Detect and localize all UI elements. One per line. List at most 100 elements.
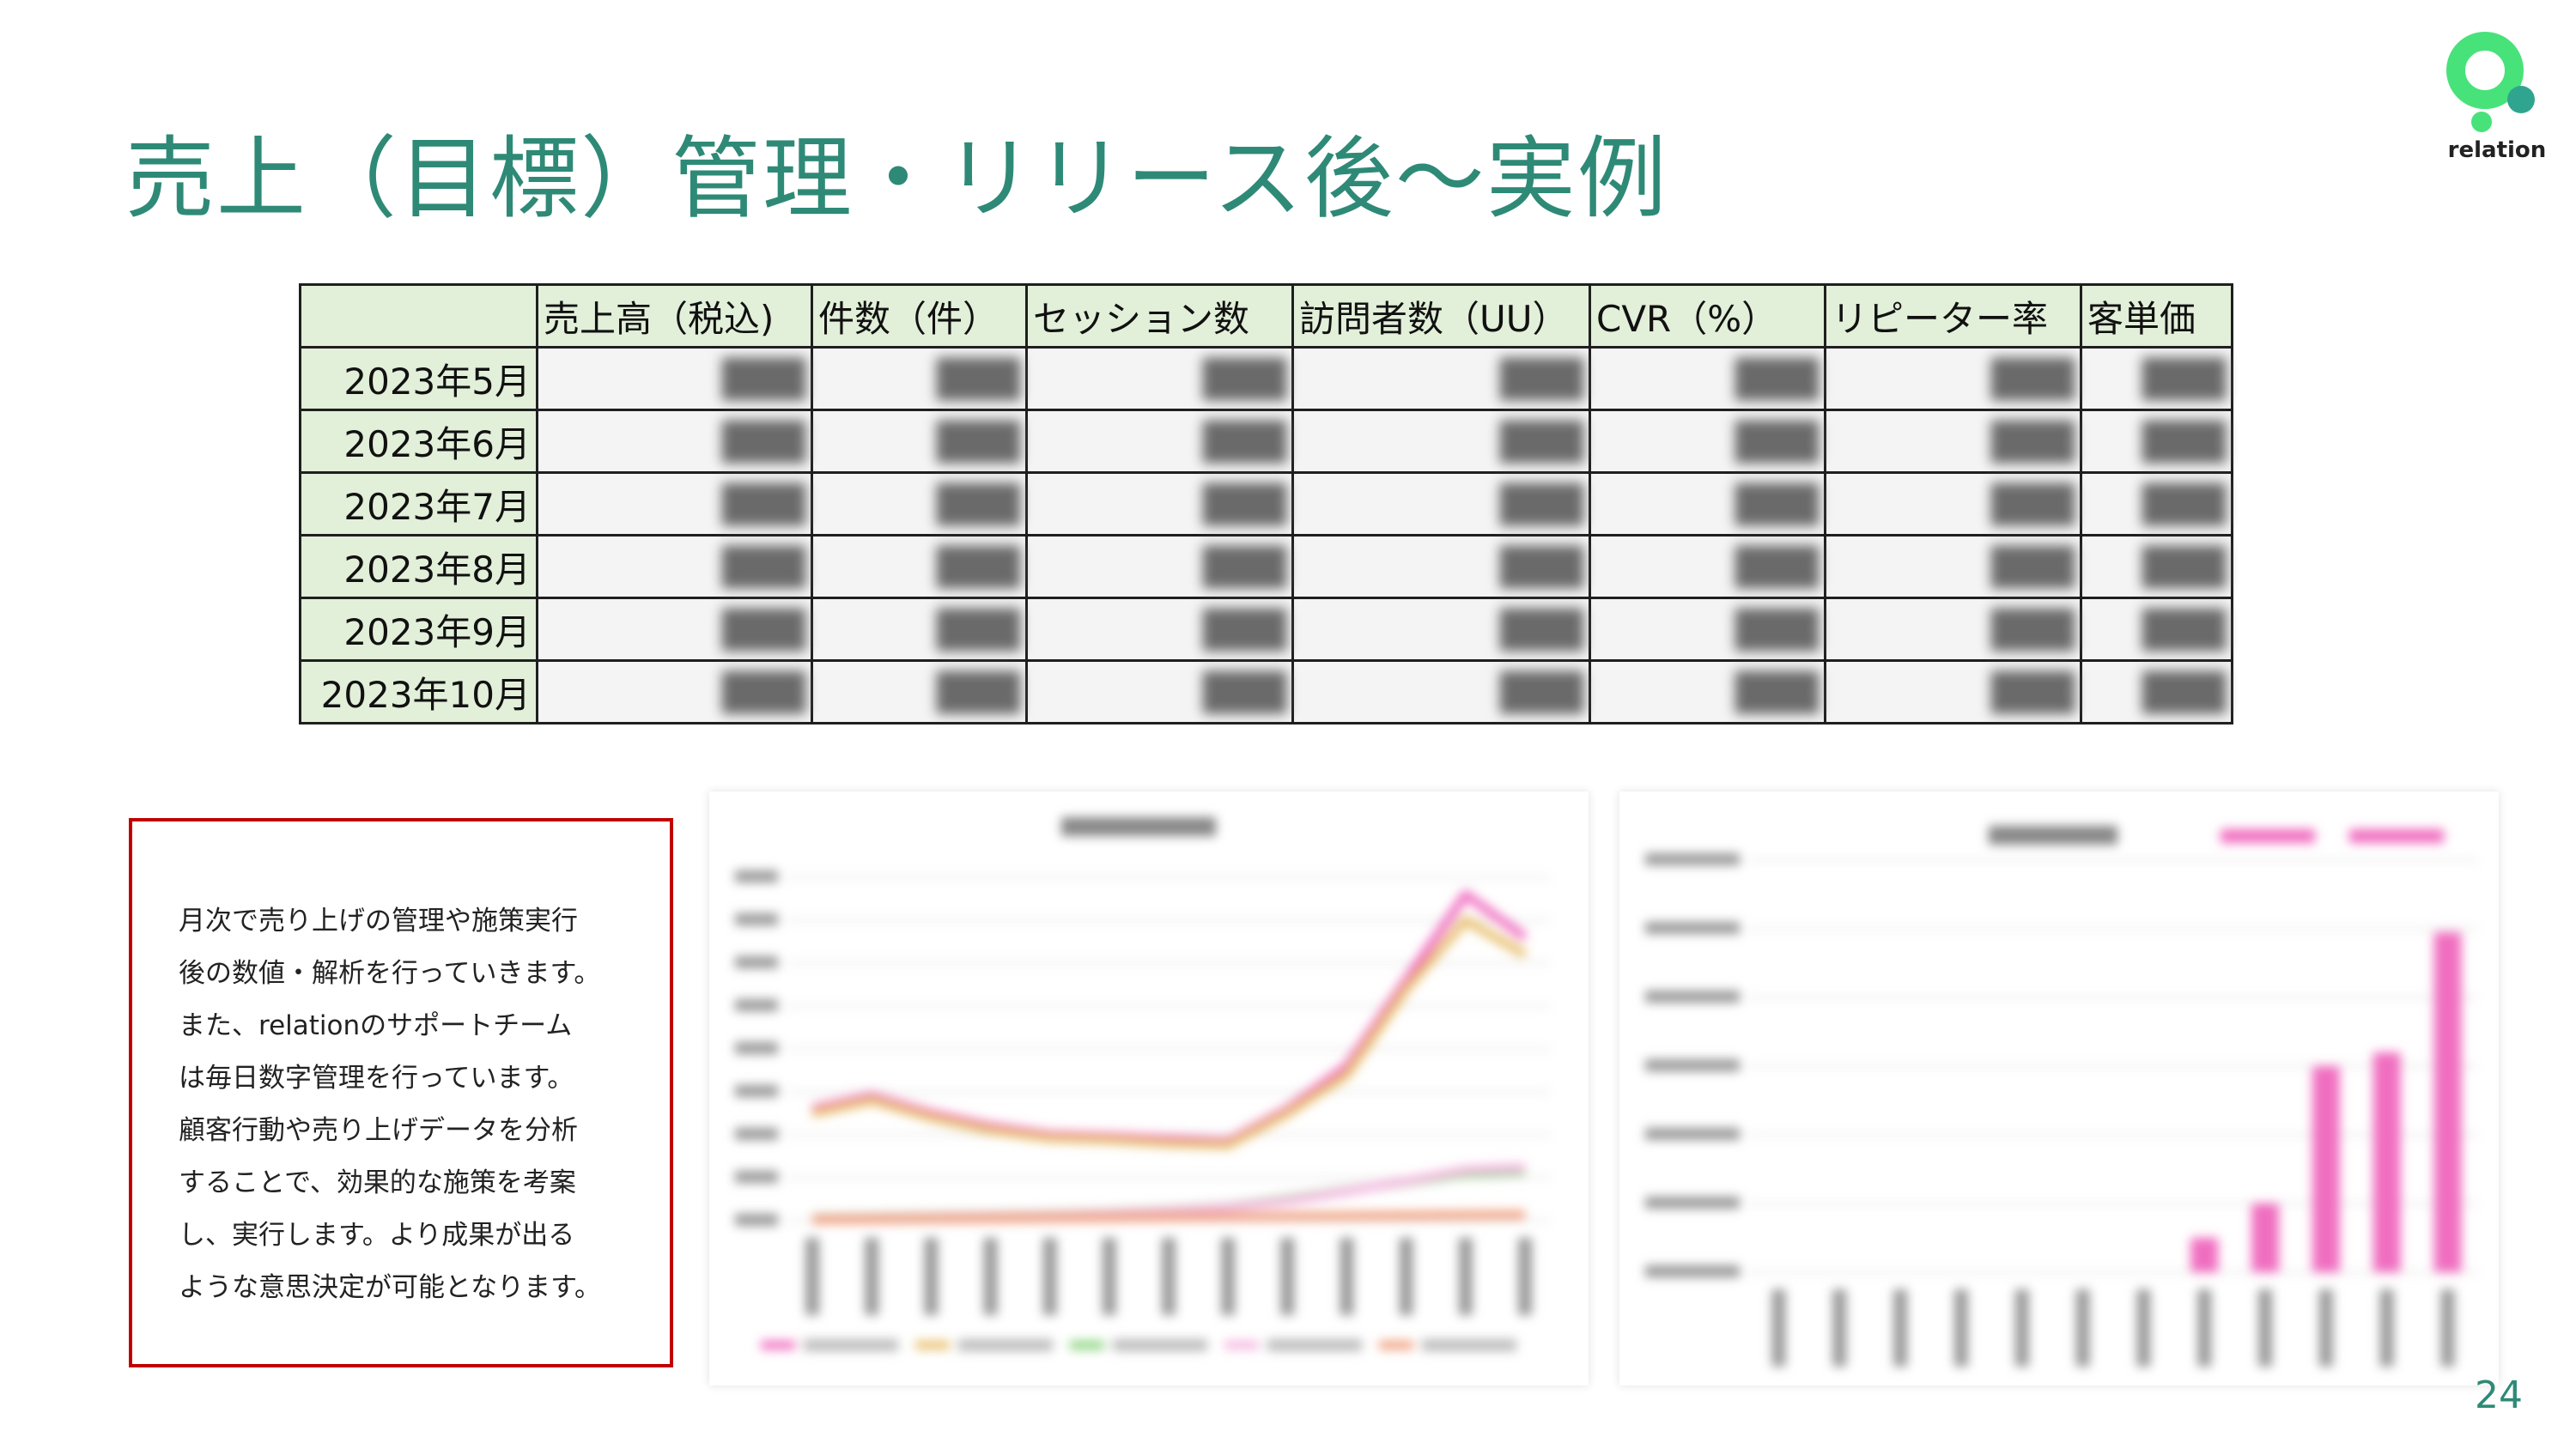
table-header-sales: 売上高（税込): [536, 283, 813, 349]
x-tick-label: [2075, 1289, 2090, 1367]
legend-label: [804, 1339, 898, 1351]
sales-bar-chart: [1619, 791, 2499, 1385]
bar: [2312, 1066, 2340, 1272]
x-tick-label: [2440, 1289, 2455, 1367]
blurred-value-cell: ███: [1824, 346, 2082, 411]
blurred-value-cell: ███: [811, 346, 1028, 411]
y-tick-label: [735, 1085, 778, 1097]
blurred-value-cell: ███: [811, 471, 1028, 537]
blurred-value-cell: ███: [1025, 346, 1294, 411]
series-line: [811, 916, 1528, 1149]
x-tick-label: [865, 1238, 879, 1315]
x-tick-label: [1458, 1238, 1473, 1315]
description-box: 月次で売り上げの管理や施策実行 後の数値・解析を行っていきます。 また、rela…: [129, 818, 673, 1367]
table-row: 2023年7月 ███ ███ ███ ███ ███ ███ ███: [299, 471, 2233, 537]
y-tick-label: [1645, 1128, 1740, 1140]
blurred-value-cell: ███: [1589, 597, 1826, 662]
visitors-line-chart: [709, 791, 1589, 1385]
series-line: [811, 890, 1528, 1146]
blurred-value-cell: ███: [536, 471, 813, 537]
blurred-value-cell: ███: [1025, 659, 1294, 724]
blurred-value-cell: ███: [536, 534, 813, 599]
y-tick-label: [1645, 1265, 1740, 1277]
bar: [2190, 1238, 2219, 1272]
description-line: 顧客行動や売り上げデータを分析: [179, 1115, 578, 1146]
blurred-value-cell: ███: [811, 659, 1028, 724]
x-tick-label: [1893, 1289, 1908, 1367]
legend-entry: [2349, 829, 2444, 843]
blurred-value-cell: ███: [1291, 346, 1591, 411]
bar-chart-svg: [1645, 826, 2478, 1367]
blurred-value-cell: ███: [1824, 659, 2082, 724]
legend-label: [958, 1339, 1053, 1351]
y-tick-label: [1645, 991, 1740, 1003]
blurred-value-cell: ███: [1025, 409, 1294, 474]
row-month-label: 2023年9月: [299, 597, 538, 662]
x-tick-label: [1162, 1238, 1176, 1315]
legend-label: [1422, 1339, 1516, 1351]
description-line: は毎日数字管理を行っています。: [179, 1063, 574, 1094]
blurred-value-cell: ███: [811, 409, 1028, 474]
row-month-label: 2023年8月: [299, 534, 538, 599]
legend-swatch: [1379, 1341, 1413, 1349]
kpi-table: 売上高（税込) 件数（件） セッション数 訪問者数（UU） CVR（%） リピー…: [299, 283, 2233, 724]
relation-logo: relation: [2437, 26, 2557, 172]
row-month-label: 2023年7月: [299, 471, 538, 537]
x-tick-label: [2318, 1289, 2333, 1367]
description-line: 後の数値・解析を行っていきます。: [179, 958, 601, 989]
blurred-value-cell: ███: [1291, 597, 1591, 662]
description-line: することで、効果的な施策を考案: [179, 1167, 576, 1198]
legend-entry: [2221, 829, 2315, 843]
row-month-label: 2023年10月: [299, 659, 538, 724]
x-tick-label: [2136, 1289, 2151, 1367]
table-row: 2023年9月 ███ ███ ███ ███ ███ ███ ███: [299, 597, 2233, 662]
blurred-value-cell: ███: [1589, 534, 1826, 599]
x-tick-label: [2014, 1289, 2029, 1367]
y-tick-label: [735, 956, 778, 968]
blurred-value-cell: ███: [811, 597, 1028, 662]
table-header-row: 売上高（税込) 件数（件） セッション数 訪問者数（UU） CVR（%） リピー…: [299, 283, 2233, 349]
x-tick-label: [1102, 1238, 1116, 1315]
description-line: 月次で売り上げの管理や施策実行: [179, 906, 578, 937]
x-tick-label: [1771, 1289, 1786, 1367]
blurred-value-cell: ███: [1291, 659, 1591, 724]
x-tick-label: [1042, 1238, 1057, 1315]
chart-title-placeholder: [1989, 826, 2117, 845]
row-month-label: 2023年6月: [299, 409, 538, 474]
relation-logo-text: relation: [2447, 137, 2547, 163]
x-tick-label: [2197, 1289, 2212, 1367]
table-header-unit-price: 客単価: [2080, 283, 2233, 349]
x-tick-label: [1832, 1289, 1847, 1367]
line-chart-svg: [735, 817, 1551, 1351]
blurred-value-cell: ███: [1025, 471, 1294, 537]
x-tick-label: [1953, 1289, 1968, 1367]
blurred-value-cell: ███: [1824, 534, 2082, 599]
blurred-value-cell: ███: [1589, 409, 1826, 474]
legend-label: [1267, 1339, 1362, 1351]
blurred-value-cell: ███: [1291, 471, 1591, 537]
x-tick-label: [1399, 1238, 1413, 1315]
blurred-value-cell: ███: [811, 534, 1028, 599]
blurred-value-cell: ███: [2080, 534, 2233, 599]
table-header-cvr: CVR（%）: [1589, 283, 1826, 349]
y-tick-label: [735, 870, 778, 882]
x-tick-label: [924, 1238, 939, 1315]
table-row: 2023年5月 ███ ███ ███ ███ ███ ███ ███: [299, 346, 2233, 411]
y-tick-label: [735, 913, 778, 925]
table-header-repeat-rate: リピーター率: [1824, 283, 2082, 349]
x-tick-label: [2258, 1289, 2273, 1367]
table-row: 2023年10月 ███ ███ ███ ███ ███ ███ ███: [299, 659, 2233, 724]
table-header-corner: [299, 283, 538, 349]
blurred-value-cell: ███: [1291, 409, 1591, 474]
blurred-value-cell: ███: [1589, 471, 1826, 537]
y-tick-label: [735, 1042, 778, 1054]
table-header-sessions: セッション数: [1025, 283, 1294, 349]
y-tick-label: [735, 1214, 778, 1226]
blurred-value-cell: ███: [1824, 597, 2082, 662]
x-tick-label: [2379, 1289, 2394, 1367]
y-tick-label: [1645, 922, 1740, 934]
slide-title: 売上（目標）管理・リリース後〜実例: [125, 126, 1668, 231]
y-tick-label: [735, 1171, 778, 1183]
legend-swatch: [761, 1341, 795, 1349]
y-tick-label: [1645, 1059, 1740, 1071]
